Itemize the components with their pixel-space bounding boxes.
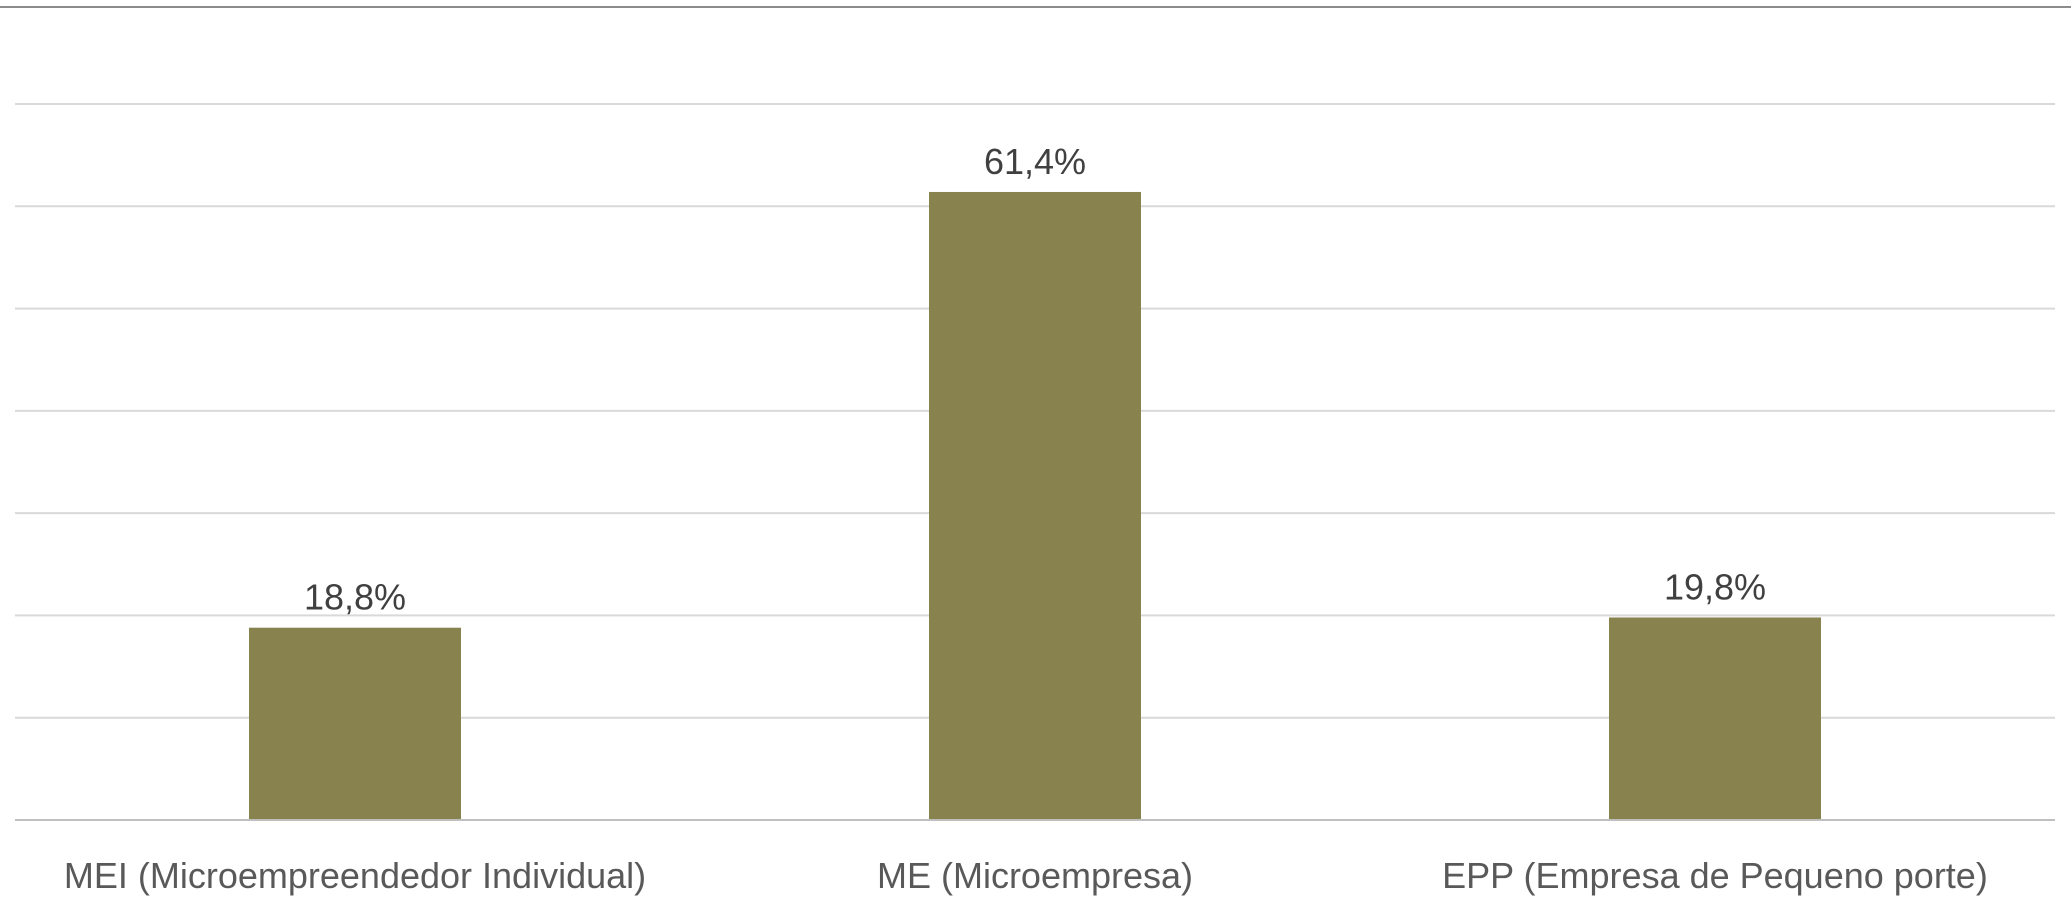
data-label: 19,8% [1664, 566, 1766, 607]
category-label: MEI (Microempreendedor Individual) [64, 855, 646, 896]
data-label: 61,4% [984, 141, 1086, 182]
bar [929, 191, 1141, 821]
category-label: EPP (Empresa de Pequeno porte) [1442, 855, 1988, 896]
bar [249, 627, 461, 820]
category-label: ME (Microempresa) [877, 855, 1193, 896]
bar [1609, 617, 1821, 820]
bars [249, 191, 1821, 821]
data-labels: 18,8% 61,4% 19,8% [304, 141, 1766, 618]
category-labels: MEI (Microempreendedor Individual) ME (Mi… [64, 855, 1988, 896]
data-label: 18,8% [304, 577, 406, 618]
